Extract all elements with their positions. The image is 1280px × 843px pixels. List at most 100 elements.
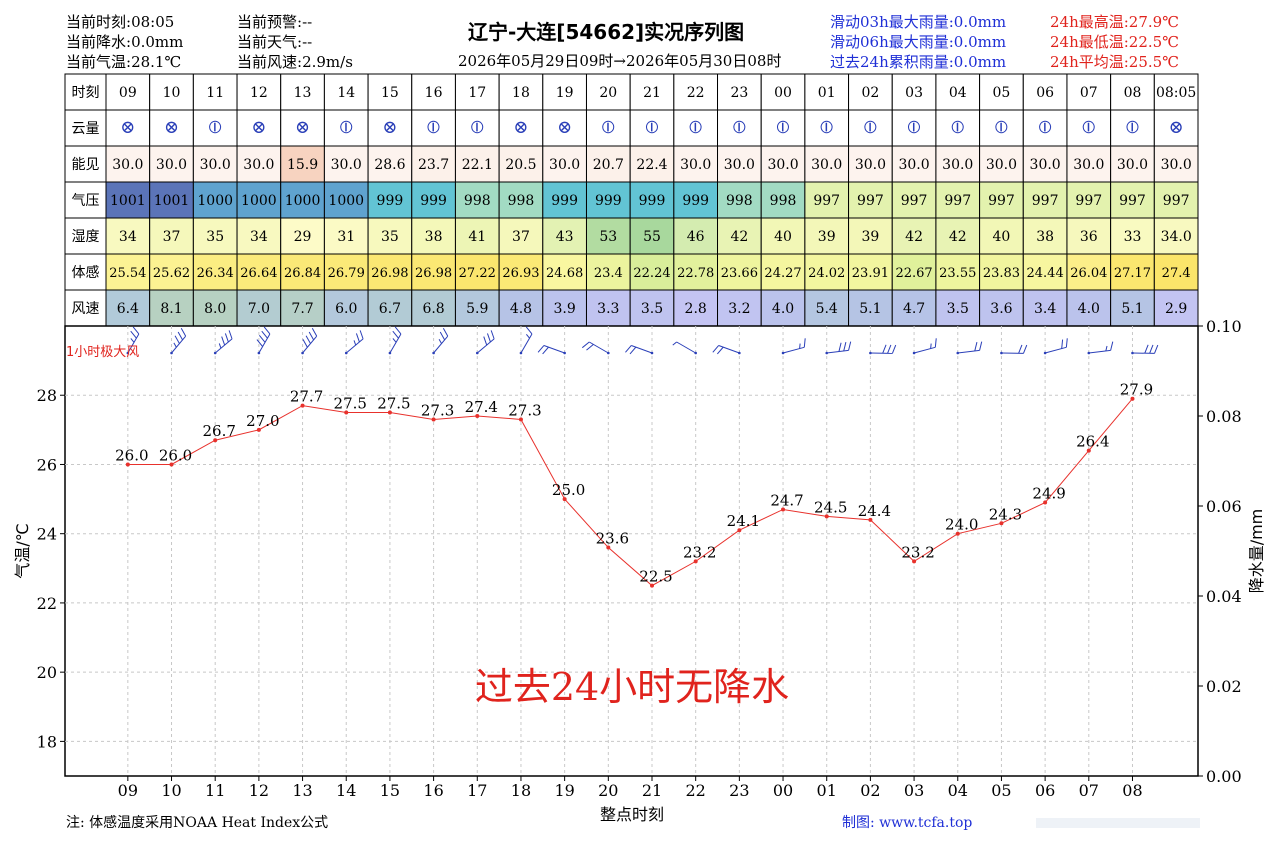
table-cell <box>891 217 937 255</box>
temperature-point <box>606 545 611 550</box>
table-cell <box>935 253 981 291</box>
table-cell-value: 42 <box>730 229 748 245</box>
table-cell <box>149 253 194 291</box>
table-cell-value: 39 <box>861 229 879 245</box>
temperature-point <box>1130 396 1135 401</box>
table-cell-value: 26.64 <box>240 266 277 281</box>
temperature-data-label: 23.2 <box>901 543 934 561</box>
table-cell <box>105 217 151 255</box>
chart-axes: 18 20 22 24 26 28 0.00 0.02 0.04 0.06 0.08 0.10 09 10… <box>13 317 1266 824</box>
x-tick-label: 18 <box>511 781 531 800</box>
table-cell <box>498 109 544 147</box>
table-cell-value: 1001 <box>154 193 190 209</box>
table-cell <box>454 145 500 183</box>
table-cell <box>935 289 981 327</box>
table-cell-value: ⦶ <box>864 117 877 138</box>
table-cell-value: 998 <box>508 193 535 209</box>
table-cell <box>979 217 1024 255</box>
table-cell <box>323 253 369 291</box>
x-tick-label: 06 <box>1035 781 1055 800</box>
table-cell-value: ⦶ <box>645 117 658 138</box>
temperature-data-label: 25.0 <box>552 481 585 499</box>
x-tick-label: 01 <box>817 781 837 800</box>
temperature-point <box>125 462 130 467</box>
table-cell-value: 30.0 <box>767 157 798 173</box>
table-cell <box>760 109 806 147</box>
table-cell-value: 42 <box>949 229 967 245</box>
header-rain-stats: 滑动03h最大雨量:0.0mm 滑动06h最大雨量:0.0mm 过去24h累积雨… <box>830 12 1006 72</box>
table-cell-value: 30.0 <box>1030 157 1061 173</box>
wind-barb <box>869 344 897 355</box>
temperature-point <box>300 403 305 408</box>
table-cell-value: 20 <box>599 85 617 101</box>
table-cell-value: 22 <box>687 85 705 101</box>
temp-stat-avg: 24h平均温:25.5℃ <box>1050 53 1179 71</box>
table-cell-value: 23.91 <box>852 266 889 281</box>
y2-tick-label: 0.10 <box>1206 317 1242 336</box>
table-cell-value: 18 <box>512 85 530 101</box>
table-cell-value: 09 <box>119 85 137 101</box>
temperature-point <box>518 417 523 422</box>
table-cell <box>848 289 893 327</box>
table-cell-value: 04 <box>949 85 967 101</box>
temperature-data-label: 26.4 <box>1076 433 1109 451</box>
table-cell-value: 22.1 <box>462 157 493 173</box>
table-cell-value: ⦶ <box>995 117 1008 138</box>
x-tick-label: 15 <box>380 781 400 800</box>
temperature-point <box>431 417 436 422</box>
table-cell <box>717 253 762 291</box>
table-cell <box>848 109 893 147</box>
table-cell <box>1022 217 1068 255</box>
temperature-point <box>387 410 392 415</box>
table-cell-value: 997 <box>901 193 928 209</box>
x-tick-label: 23 <box>729 781 749 800</box>
table-cell-value: 7.0 <box>248 301 270 317</box>
table-cell <box>411 217 456 255</box>
table-cell-value: 30.0 <box>855 157 886 173</box>
table-cell <box>979 73 1024 111</box>
row-label: 风速 <box>72 301 100 317</box>
x-tick-label: 13 <box>292 781 312 800</box>
table-cell <box>454 289 500 327</box>
table-cell-value: 17 <box>468 85 486 101</box>
table-cell-value: 30.0 <box>680 157 711 173</box>
temperature-point <box>344 410 349 415</box>
table-cell-value: ⦶ <box>733 117 746 138</box>
table-cell-value: 08:05 <box>1156 85 1196 101</box>
table-cell <box>280 109 325 147</box>
table-cell-value: 31 <box>337 229 355 245</box>
wind-barb <box>1087 341 1114 355</box>
table-cell-value: 11 <box>206 85 224 101</box>
plot-frame <box>64 325 1199 777</box>
y2-tick-label: 0.06 <box>1206 497 1242 516</box>
table-cell-value: 6.0 <box>335 301 357 317</box>
x-tick-label: 03 <box>904 781 924 800</box>
table-cell-value: 21 <box>643 85 661 101</box>
wind-gust-label: 1小时极大风 <box>66 345 139 360</box>
table-cell-value: 16 <box>425 85 443 101</box>
temperature-point <box>781 507 786 512</box>
x-tick-label: 02 <box>860 781 880 800</box>
table-cell <box>673 109 719 147</box>
table-cell-value: 08 <box>1124 85 1142 101</box>
header-temp-stats: 24h最高温:27.9℃ 24h最低温:22.5℃ 24h平均温:25.5℃ <box>1050 12 1179 72</box>
table-cell-value: 5.1 <box>859 301 881 317</box>
table-cell <box>367 109 413 147</box>
temperature-point <box>1043 500 1048 505</box>
table-cell <box>804 253 850 291</box>
table-cell-value: 26.98 <box>415 266 452 281</box>
table-cell-value: 26.34 <box>197 266 234 281</box>
table-cell <box>498 253 544 291</box>
table-cell <box>367 73 413 111</box>
table-cell-value: 27.4 <box>1162 266 1191 281</box>
wind-barb <box>301 328 318 355</box>
temperature-point <box>562 497 567 502</box>
table-cell-value: 30.0 <box>1161 157 1192 173</box>
table-cell-value: 05 <box>993 85 1011 101</box>
row-label-cell <box>64 253 107 291</box>
table-cell-value: 997 <box>813 193 840 209</box>
x-tick-label: 07 <box>1079 781 1099 800</box>
footer-blur-bar <box>1036 818 1200 828</box>
y2-tick-label: 0.08 <box>1206 407 1242 426</box>
table-cell-value: 22.67 <box>895 266 932 281</box>
